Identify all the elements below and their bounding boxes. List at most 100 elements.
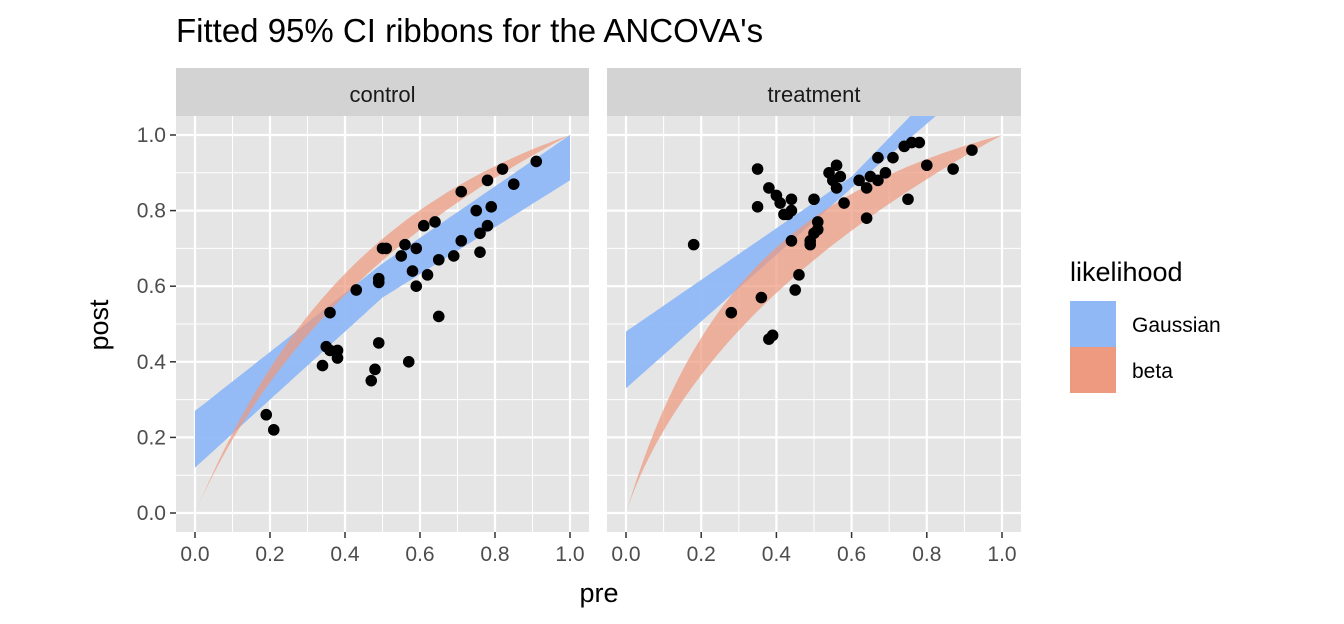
data-point <box>853 174 865 187</box>
data-point <box>872 151 884 164</box>
data-point <box>793 269 805 281</box>
data-point <box>402 356 415 368</box>
data-point <box>365 374 378 387</box>
data-point <box>834 170 847 183</box>
y-tick-label: 0.2 <box>137 426 166 449</box>
data-point <box>830 159 843 172</box>
data-point <box>947 163 959 175</box>
y-tick-label: 0.4 <box>137 351 167 374</box>
x-tick-label: 0.4 <box>762 543 792 566</box>
data-point <box>474 227 486 240</box>
data-point <box>432 310 445 323</box>
data-point <box>481 219 494 232</box>
data-point <box>687 238 700 251</box>
data-point <box>808 193 820 206</box>
data-point <box>785 193 798 206</box>
data-point <box>860 182 873 194</box>
data-point <box>406 265 419 277</box>
y-tick-label: 0.8 <box>137 200 166 223</box>
data-point <box>902 193 914 206</box>
facet-strip-label: control <box>349 82 415 107</box>
y-tick-label: 0.0 <box>137 502 166 525</box>
data-point <box>496 163 509 175</box>
x-tick-label: 0.8 <box>912 543 941 566</box>
data-point <box>316 359 329 372</box>
data-point <box>751 163 764 175</box>
x-tick-label: 0.6 <box>405 543 434 566</box>
data-point <box>432 253 445 266</box>
data-point <box>774 197 786 209</box>
facet-strip <box>607 68 1021 116</box>
data-point <box>331 352 344 364</box>
data-point <box>755 291 768 304</box>
data-point <box>887 151 899 164</box>
plot-area <box>626 116 1002 513</box>
data-point <box>838 197 850 209</box>
data-point <box>485 201 498 213</box>
data-point <box>474 246 486 258</box>
data-point <box>872 174 884 187</box>
data-point <box>429 216 441 228</box>
x-axis-title: pre <box>579 578 618 608</box>
y-tick-label: 1.0 <box>137 124 166 147</box>
data-point <box>410 242 423 255</box>
data-point <box>921 159 933 172</box>
facet-strip-label: treatment <box>768 82 861 107</box>
data-point <box>470 204 483 217</box>
ribbon-gaussian <box>195 135 570 468</box>
x-tick-label: 0.2 <box>687 543 716 566</box>
data-point <box>766 329 779 342</box>
x-tick-label: 0.0 <box>180 543 209 566</box>
data-point <box>763 182 775 194</box>
data-point <box>879 167 892 179</box>
data-point <box>507 178 520 190</box>
data-point <box>860 212 873 224</box>
legend-key-gaussian <box>1070 301 1116 347</box>
data-point <box>811 216 824 228</box>
data-point <box>966 144 978 156</box>
legend-title: likelihood <box>1070 257 1183 287</box>
data-point <box>399 238 411 251</box>
y-axis-title: post <box>84 299 114 351</box>
data-point <box>830 182 843 194</box>
data-point <box>725 306 738 319</box>
data-point <box>267 424 280 436</box>
plot-area <box>195 135 570 513</box>
data-point <box>530 155 543 168</box>
x-tick-label: 0.0 <box>611 543 640 566</box>
data-point <box>455 185 468 198</box>
data-point <box>804 238 817 251</box>
legend-label-beta: beta <box>1132 360 1173 383</box>
x-tick-label: 0.6 <box>837 543 866 566</box>
data-point <box>260 408 273 421</box>
data-point <box>372 276 385 289</box>
x-tick-label: 0.2 <box>255 543 284 566</box>
grid <box>607 116 1021 532</box>
legend: likelihood Gaussian beta <box>1070 257 1221 393</box>
data-point <box>410 280 423 293</box>
facet-strip <box>176 68 589 116</box>
data-point <box>455 235 468 247</box>
data-point <box>751 201 764 213</box>
x-tick-label: 0.4 <box>330 543 360 566</box>
panel-treatment: treatment 0.0 0.2 0.4 0.6 0.8 1.0 <box>607 68 1021 566</box>
panel-control: control 0.0 0.2 0.4 0.6 0.8 1.0 0.0 0.2 0.4 0.6 0.8… <box>137 68 589 566</box>
data-point <box>447 250 460 262</box>
x-tick-label: 0.8 <box>480 543 509 566</box>
x-tick-label: 1.0 <box>987 543 1016 566</box>
data-point <box>395 250 408 262</box>
data-point <box>481 174 494 187</box>
data-point <box>372 337 385 349</box>
legend-key-beta <box>1070 347 1116 393</box>
data-point <box>913 136 926 149</box>
data-point <box>785 235 798 247</box>
data-point <box>789 284 801 296</box>
data-point <box>369 363 381 376</box>
data-point <box>785 204 798 217</box>
data-point <box>421 269 434 281</box>
legend-label-gaussian: Gaussian <box>1132 314 1221 337</box>
data-point <box>417 219 430 232</box>
data-point <box>380 242 393 255</box>
y-tick-label: 0.6 <box>137 275 166 298</box>
